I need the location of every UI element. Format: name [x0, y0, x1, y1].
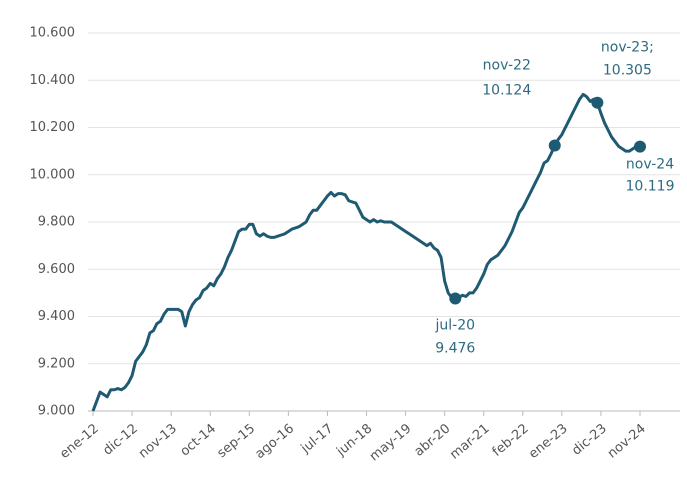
point-marker [591, 96, 604, 109]
y-tick-label: 9.000 [38, 404, 75, 419]
x-tick-label: feb-22 [490, 421, 532, 460]
x-tick-label: mar-21 [447, 421, 492, 462]
y-tick-label: 9.200 [38, 356, 75, 371]
x-tick-label: oct-14 [178, 421, 219, 459]
annotation-label: nov-22 [483, 57, 531, 73]
annotation-value: 10.119 [626, 179, 675, 195]
y-tick-label: 10.600 [30, 26, 76, 41]
x-tick-label: dic-12 [100, 421, 140, 458]
x-tick-label: sep-15 [215, 421, 259, 461]
x-tick-label: ene-23 [526, 421, 570, 462]
annotation-value: 10.124 [482, 82, 531, 98]
y-tick-label: 9.400 [38, 309, 75, 324]
x-tick-label: dic-23 [569, 421, 609, 458]
annotation-label: jul-20 [435, 318, 476, 334]
y-tick-label: 10.400 [30, 73, 76, 88]
annotation-label: nov-23; [601, 40, 654, 56]
y-tick-label: 10.200 [30, 120, 76, 135]
annotation-value: 10.305 [603, 63, 652, 79]
y-tick-label: 9.600 [38, 262, 75, 277]
y-tick-label: 9.800 [38, 215, 75, 230]
point-marker [449, 292, 462, 305]
annotation-value: 9.476 [435, 341, 475, 357]
x-tick-label: may-19 [367, 421, 414, 464]
line [91, 92, 641, 412]
x-tick-label: nov-24 [605, 421, 649, 461]
point-marker [634, 140, 646, 153]
x-tick-label: ago-16 [253, 421, 298, 462]
x-tick-label: nov-13 [136, 421, 180, 461]
x-tick-label: ene-12 [57, 421, 101, 462]
point-marker [548, 139, 561, 152]
x-tick-label: jul-17 [298, 421, 337, 457]
annotation-label: nov-24 [626, 157, 674, 173]
x-tick-label: abr-20 [412, 421, 454, 459]
y-tick-label: 10.000 [30, 167, 76, 182]
